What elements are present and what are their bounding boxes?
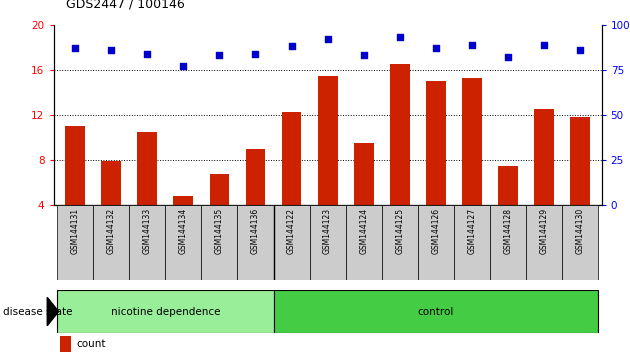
Bar [93, 205, 129, 280]
Text: control: control [418, 307, 454, 316]
Point [70, 45, 80, 51]
Text: GSM144130: GSM144130 [576, 207, 585, 254]
Text: GSM144132: GSM144132 [106, 207, 116, 254]
Bar [210, 174, 229, 205]
Bar [173, 196, 193, 205]
Text: GSM144124: GSM144124 [359, 207, 368, 254]
Bar [246, 149, 265, 205]
Bar [346, 205, 382, 280]
Bar [238, 205, 273, 280]
Point [106, 47, 117, 53]
Bar [309, 205, 346, 280]
Bar [454, 205, 490, 280]
Text: disease state: disease state [3, 307, 72, 316]
Bar [418, 205, 454, 280]
Bar [498, 166, 518, 205]
Point [503, 55, 513, 60]
Bar [273, 290, 598, 333]
Text: GSM144127: GSM144127 [467, 207, 476, 254]
Point [431, 45, 441, 51]
Bar [282, 112, 302, 205]
Point [178, 63, 188, 69]
Text: GSM144131: GSM144131 [71, 207, 79, 254]
Bar [57, 290, 273, 333]
Point [575, 47, 585, 53]
Bar [165, 205, 202, 280]
Text: GSM144135: GSM144135 [215, 207, 224, 254]
Point [539, 42, 549, 47]
Bar [382, 205, 418, 280]
Point [142, 51, 152, 57]
Bar [66, 126, 85, 205]
Bar [490, 205, 526, 280]
Text: GSM144123: GSM144123 [323, 207, 332, 254]
Point [358, 53, 369, 58]
Text: GSM144129: GSM144129 [539, 207, 549, 254]
Point [287, 44, 297, 49]
Bar [57, 205, 93, 280]
Text: GSM144126: GSM144126 [432, 207, 440, 254]
Text: GDS2447 / 100146: GDS2447 / 100146 [66, 0, 185, 11]
Point [394, 35, 404, 40]
Bar [534, 109, 554, 205]
Bar [137, 132, 158, 205]
Bar [562, 205, 598, 280]
Text: GSM144122: GSM144122 [287, 207, 296, 253]
Text: GSM144128: GSM144128 [503, 207, 512, 253]
Text: nicotine dependence: nicotine dependence [111, 307, 220, 316]
Point [251, 51, 261, 57]
Text: GSM144125: GSM144125 [395, 207, 404, 254]
Bar [101, 161, 121, 205]
Text: GSM144133: GSM144133 [143, 207, 152, 254]
Text: GSM144134: GSM144134 [179, 207, 188, 254]
Point [323, 36, 333, 42]
Bar [129, 205, 165, 280]
Bar [570, 117, 590, 205]
Text: GSM144136: GSM144136 [251, 207, 260, 254]
Bar [318, 75, 338, 205]
Bar [526, 205, 562, 280]
Polygon shape [47, 297, 59, 326]
Bar [426, 81, 445, 205]
Bar [462, 78, 482, 205]
Bar [273, 205, 309, 280]
Point [214, 53, 224, 58]
Bar [202, 205, 238, 280]
Text: count: count [76, 339, 106, 349]
Bar [353, 143, 374, 205]
Point [467, 42, 477, 47]
Bar [390, 64, 410, 205]
